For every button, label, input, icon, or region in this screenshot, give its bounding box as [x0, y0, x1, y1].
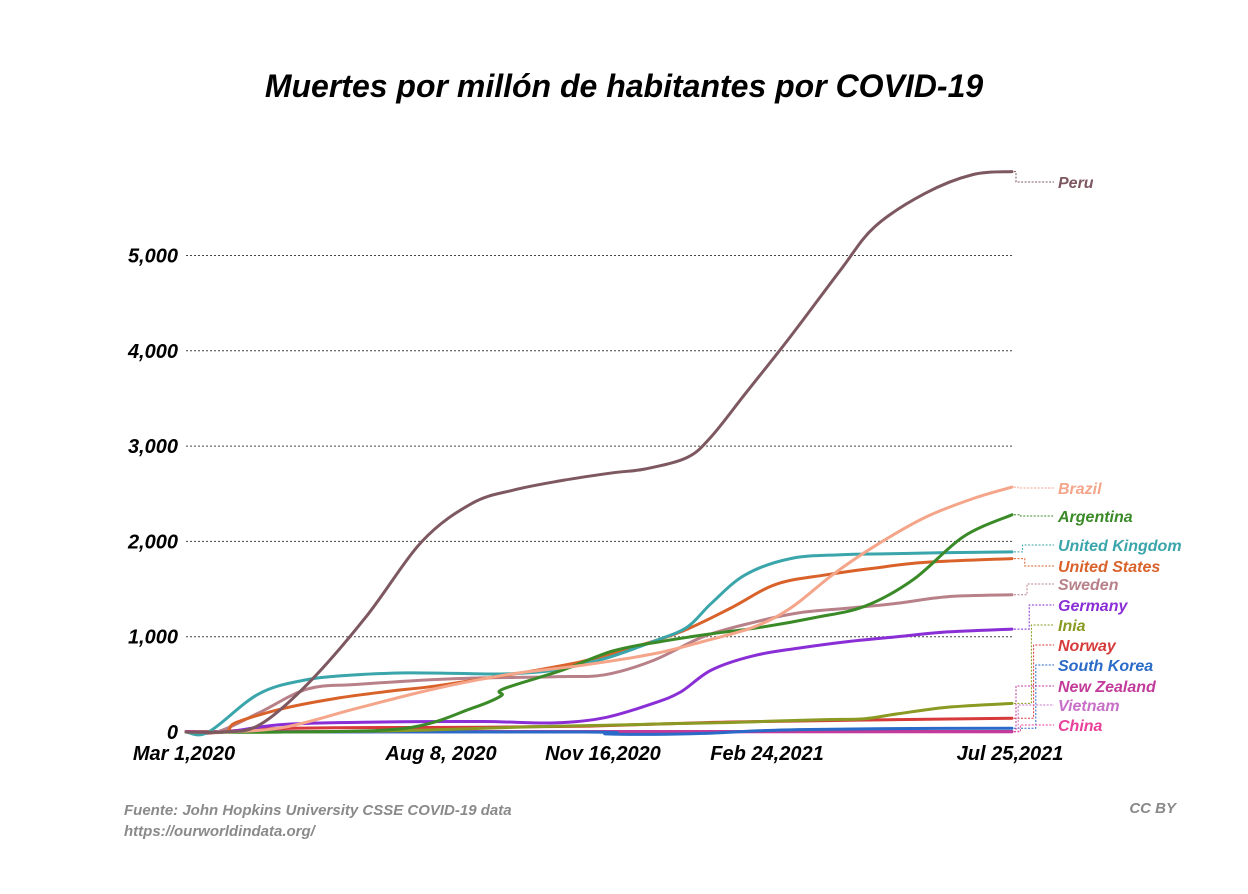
label-leader — [1014, 624, 1054, 704]
label-leader — [1014, 544, 1054, 553]
series-label: Argentina — [1057, 509, 1133, 526]
series-label: Inia — [1058, 618, 1086, 635]
y-tick-label: 4,000 — [127, 341, 178, 363]
source-url: https://ourworldindata.org/ — [124, 823, 315, 840]
series-label: Brazil — [1058, 481, 1102, 498]
label-leader — [1014, 558, 1054, 567]
chart-title: Muertes por millón de habitantes por COV… — [264, 68, 984, 104]
x-tick-label: Aug 8, 2020 — [384, 743, 496, 765]
series-line-south-korea — [184, 726, 1014, 736]
series-label: China — [1058, 718, 1103, 735]
source-note: Fuente: John Hopkins University CSSE COV… — [124, 800, 512, 842]
series-label: Sweden — [1058, 577, 1119, 594]
series-labels: Peru Brazil Argentina United Kingdom United … — [1014, 171, 1182, 735]
label-leader — [1014, 514, 1054, 517]
y-tick-label: 1,000 — [128, 627, 178, 649]
y-tick-label: 5,000 — [128, 246, 178, 268]
series-line-germany — [184, 627, 1014, 735]
series-label: Vietnam — [1058, 698, 1120, 715]
y-tick-label: 0 — [167, 722, 178, 744]
y-axis-ticks: 0 1,000 2,000 3,000 4,000 5,000 — [127, 246, 178, 745]
series-label: New Zealand — [1058, 679, 1157, 696]
x-tick-label: Mar 1,2020 — [133, 743, 235, 765]
series-lines — [184, 170, 1014, 737]
series-line-sweden — [184, 593, 1014, 735]
source-text: Fuente: John Hopkins University CSSE COV… — [124, 802, 512, 819]
label-leader — [1014, 724, 1054, 733]
series-label: Peru — [1058, 175, 1094, 192]
label-leader — [1014, 604, 1054, 630]
series-label: South Korea — [1058, 658, 1153, 675]
series-line-united-states — [184, 557, 1014, 735]
license-text: CC BY — [1129, 800, 1176, 817]
series-label: Germany — [1058, 598, 1128, 615]
series-label: Norway — [1058, 638, 1117, 655]
x-tick-label: Nov 16,2020 — [545, 743, 661, 765]
y-tick-label: 2,000 — [127, 531, 178, 553]
series-line-brazil — [184, 485, 1014, 734]
series-line-united-kingdom — [184, 550, 1014, 737]
series-label: United Kingdom — [1058, 538, 1182, 555]
x-tick-label: Jul 25,2021 — [957, 743, 1064, 765]
label-leader — [1014, 664, 1054, 729]
label-leader — [1014, 486, 1054, 489]
label-leader — [1014, 704, 1054, 733]
x-axis-ticks: Mar 1,2020 Aug 8, 2020 Nov 16,2020 Feb 24,2… — [133, 743, 1064, 765]
series-label: United States — [1058, 559, 1160, 576]
label-leader — [1014, 583, 1054, 596]
y-tick-label: 3,000 — [128, 436, 178, 458]
gridlines — [186, 255, 1012, 638]
series-line-peru — [184, 170, 1014, 734]
label-leader — [1014, 644, 1054, 719]
series-line-argentina — [184, 513, 1014, 734]
label-leader — [1014, 171, 1054, 183]
x-tick-label: Feb 24,2021 — [710, 743, 823, 765]
